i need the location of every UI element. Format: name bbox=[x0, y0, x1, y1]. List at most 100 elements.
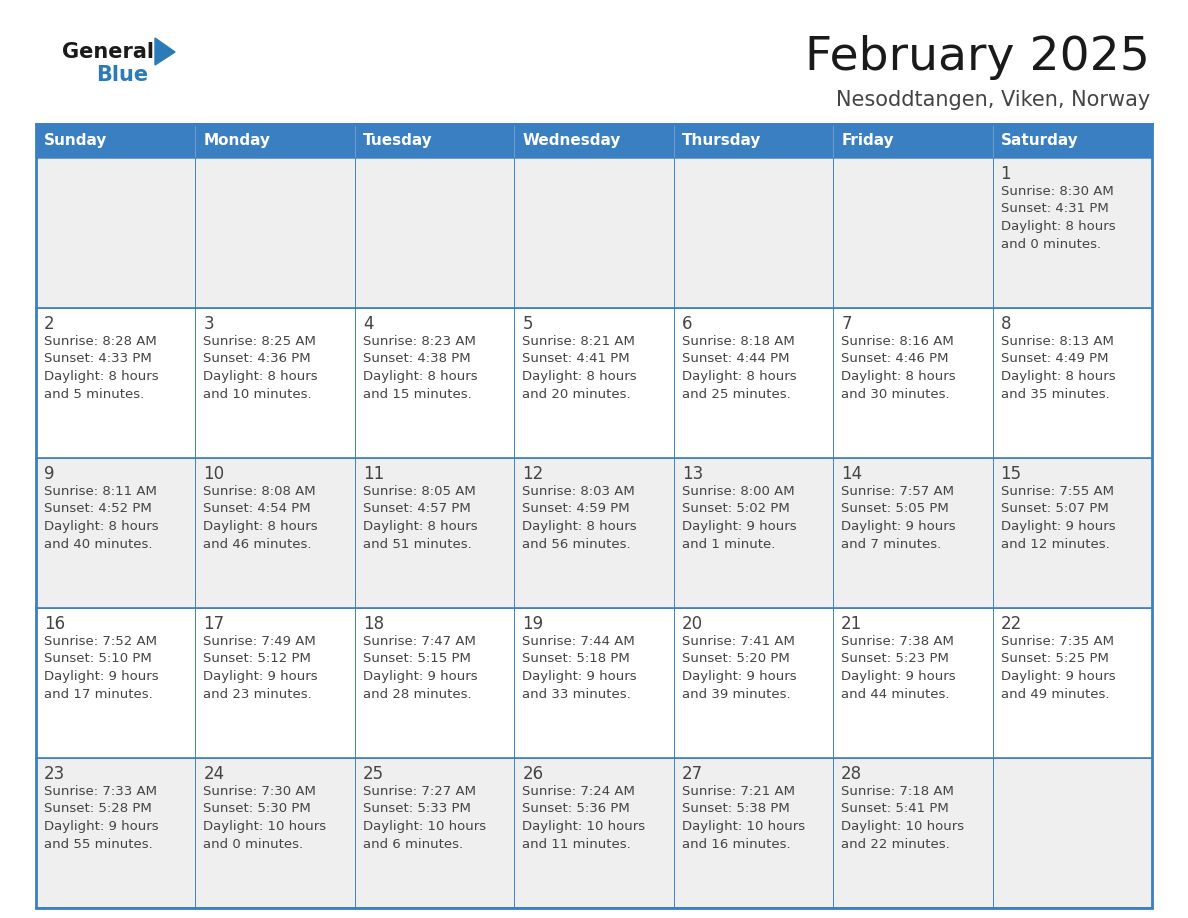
Text: Sunset: 4:38 PM: Sunset: 4:38 PM bbox=[362, 353, 470, 365]
Text: and 39 minutes.: and 39 minutes. bbox=[682, 688, 790, 700]
Text: Daylight: 8 hours: Daylight: 8 hours bbox=[362, 520, 478, 533]
Text: 9: 9 bbox=[44, 465, 55, 483]
Text: and 0 minutes.: and 0 minutes. bbox=[1000, 238, 1101, 251]
Text: 1: 1 bbox=[1000, 165, 1011, 183]
Text: 4: 4 bbox=[362, 315, 373, 333]
Text: 28: 28 bbox=[841, 765, 862, 783]
Text: Sunrise: 7:38 AM: Sunrise: 7:38 AM bbox=[841, 635, 954, 648]
Bar bbox=[514, 608, 674, 758]
Text: and 44 minutes.: and 44 minutes. bbox=[841, 688, 949, 700]
Text: Daylight: 9 hours: Daylight: 9 hours bbox=[44, 670, 159, 683]
Text: Sunrise: 7:33 AM: Sunrise: 7:33 AM bbox=[44, 785, 157, 798]
Text: Sunset: 5:25 PM: Sunset: 5:25 PM bbox=[1000, 653, 1108, 666]
Bar bbox=[833, 124, 992, 158]
Text: Sunrise: 8:25 AM: Sunrise: 8:25 AM bbox=[203, 335, 316, 348]
Text: Sunset: 4:33 PM: Sunset: 4:33 PM bbox=[44, 353, 152, 365]
Text: 11: 11 bbox=[362, 465, 384, 483]
Text: 25: 25 bbox=[362, 765, 384, 783]
Text: Sunrise: 7:49 AM: Sunrise: 7:49 AM bbox=[203, 635, 316, 648]
Bar bbox=[196, 608, 355, 758]
Text: Daylight: 10 hours: Daylight: 10 hours bbox=[203, 820, 327, 833]
Bar bbox=[514, 308, 674, 458]
Text: and 1 minute.: and 1 minute. bbox=[682, 538, 775, 551]
Text: 16: 16 bbox=[44, 615, 65, 633]
Text: and 28 minutes.: and 28 minutes. bbox=[362, 688, 472, 700]
Text: Sunrise: 8:08 AM: Sunrise: 8:08 AM bbox=[203, 485, 316, 498]
Text: Daylight: 10 hours: Daylight: 10 hours bbox=[362, 820, 486, 833]
Text: Sunrise: 8:13 AM: Sunrise: 8:13 AM bbox=[1000, 335, 1113, 348]
Text: 7: 7 bbox=[841, 315, 852, 333]
Text: Daylight: 10 hours: Daylight: 10 hours bbox=[523, 820, 645, 833]
Text: Sunset: 4:49 PM: Sunset: 4:49 PM bbox=[1000, 353, 1108, 365]
Bar bbox=[833, 758, 992, 908]
Text: 2: 2 bbox=[44, 315, 55, 333]
Text: 26: 26 bbox=[523, 765, 543, 783]
Text: Daylight: 9 hours: Daylight: 9 hours bbox=[841, 670, 956, 683]
Bar bbox=[196, 158, 355, 308]
Text: Wednesday: Wednesday bbox=[523, 133, 620, 149]
Text: Daylight: 8 hours: Daylight: 8 hours bbox=[841, 370, 956, 383]
Text: Sunset: 5:30 PM: Sunset: 5:30 PM bbox=[203, 802, 311, 815]
Text: Daylight: 10 hours: Daylight: 10 hours bbox=[682, 820, 804, 833]
Text: Sunrise: 8:21 AM: Sunrise: 8:21 AM bbox=[523, 335, 636, 348]
Text: and 30 minutes.: and 30 minutes. bbox=[841, 387, 949, 400]
Text: Daylight: 9 hours: Daylight: 9 hours bbox=[682, 670, 796, 683]
Text: Sunrise: 7:30 AM: Sunrise: 7:30 AM bbox=[203, 785, 316, 798]
Text: Sunset: 4:54 PM: Sunset: 4:54 PM bbox=[203, 502, 311, 516]
Text: Sunrise: 7:35 AM: Sunrise: 7:35 AM bbox=[1000, 635, 1113, 648]
Bar bbox=[674, 124, 833, 158]
Text: Thursday: Thursday bbox=[682, 133, 762, 149]
Text: Sunset: 5:10 PM: Sunset: 5:10 PM bbox=[44, 653, 152, 666]
Text: Friday: Friday bbox=[841, 133, 893, 149]
Text: Sunrise: 8:30 AM: Sunrise: 8:30 AM bbox=[1000, 185, 1113, 198]
Text: Blue: Blue bbox=[96, 65, 148, 85]
Text: Daylight: 9 hours: Daylight: 9 hours bbox=[203, 670, 318, 683]
Text: Tuesday: Tuesday bbox=[362, 133, 432, 149]
Text: 18: 18 bbox=[362, 615, 384, 633]
Text: 10: 10 bbox=[203, 465, 225, 483]
Text: 22: 22 bbox=[1000, 615, 1022, 633]
Text: and 49 minutes.: and 49 minutes. bbox=[1000, 688, 1110, 700]
Text: and 20 minutes.: and 20 minutes. bbox=[523, 387, 631, 400]
Text: Sunrise: 7:27 AM: Sunrise: 7:27 AM bbox=[362, 785, 476, 798]
Text: and 15 minutes.: and 15 minutes. bbox=[362, 387, 472, 400]
Text: Sunset: 5:05 PM: Sunset: 5:05 PM bbox=[841, 502, 949, 516]
Text: Sunset: 4:59 PM: Sunset: 4:59 PM bbox=[523, 502, 630, 516]
Text: Daylight: 8 hours: Daylight: 8 hours bbox=[44, 370, 159, 383]
Text: Saturday: Saturday bbox=[1000, 133, 1079, 149]
Text: Sunset: 5:28 PM: Sunset: 5:28 PM bbox=[44, 802, 152, 815]
Text: Sunset: 4:46 PM: Sunset: 4:46 PM bbox=[841, 353, 949, 365]
Text: Daylight: 8 hours: Daylight: 8 hours bbox=[1000, 370, 1116, 383]
Text: and 7 minutes.: and 7 minutes. bbox=[841, 538, 941, 551]
Text: Sunrise: 7:41 AM: Sunrise: 7:41 AM bbox=[682, 635, 795, 648]
Text: Daylight: 8 hours: Daylight: 8 hours bbox=[523, 520, 637, 533]
Bar bbox=[355, 608, 514, 758]
Text: 15: 15 bbox=[1000, 465, 1022, 483]
Text: Sunset: 5:36 PM: Sunset: 5:36 PM bbox=[523, 802, 630, 815]
Bar bbox=[833, 458, 992, 608]
Bar bbox=[833, 608, 992, 758]
Text: February 2025: February 2025 bbox=[805, 36, 1150, 81]
Text: 17: 17 bbox=[203, 615, 225, 633]
Text: Sunrise: 7:47 AM: Sunrise: 7:47 AM bbox=[362, 635, 475, 648]
Text: 3: 3 bbox=[203, 315, 214, 333]
Text: Sunrise: 8:05 AM: Sunrise: 8:05 AM bbox=[362, 485, 475, 498]
Bar bbox=[355, 124, 514, 158]
Text: and 11 minutes.: and 11 minutes. bbox=[523, 837, 631, 850]
Text: and 22 minutes.: and 22 minutes. bbox=[841, 837, 950, 850]
Bar bbox=[36, 308, 196, 458]
Text: Daylight: 8 hours: Daylight: 8 hours bbox=[1000, 220, 1116, 233]
Text: Sunday: Sunday bbox=[44, 133, 107, 149]
Text: 5: 5 bbox=[523, 315, 532, 333]
Bar bbox=[992, 758, 1152, 908]
Bar bbox=[514, 124, 674, 158]
Text: and 56 minutes.: and 56 minutes. bbox=[523, 538, 631, 551]
Bar bbox=[36, 124, 196, 158]
Text: 19: 19 bbox=[523, 615, 543, 633]
Text: 14: 14 bbox=[841, 465, 862, 483]
Bar bbox=[833, 308, 992, 458]
Text: 21: 21 bbox=[841, 615, 862, 633]
Text: Sunrise: 8:23 AM: Sunrise: 8:23 AM bbox=[362, 335, 475, 348]
Text: Daylight: 9 hours: Daylight: 9 hours bbox=[362, 670, 478, 683]
Text: 23: 23 bbox=[44, 765, 65, 783]
